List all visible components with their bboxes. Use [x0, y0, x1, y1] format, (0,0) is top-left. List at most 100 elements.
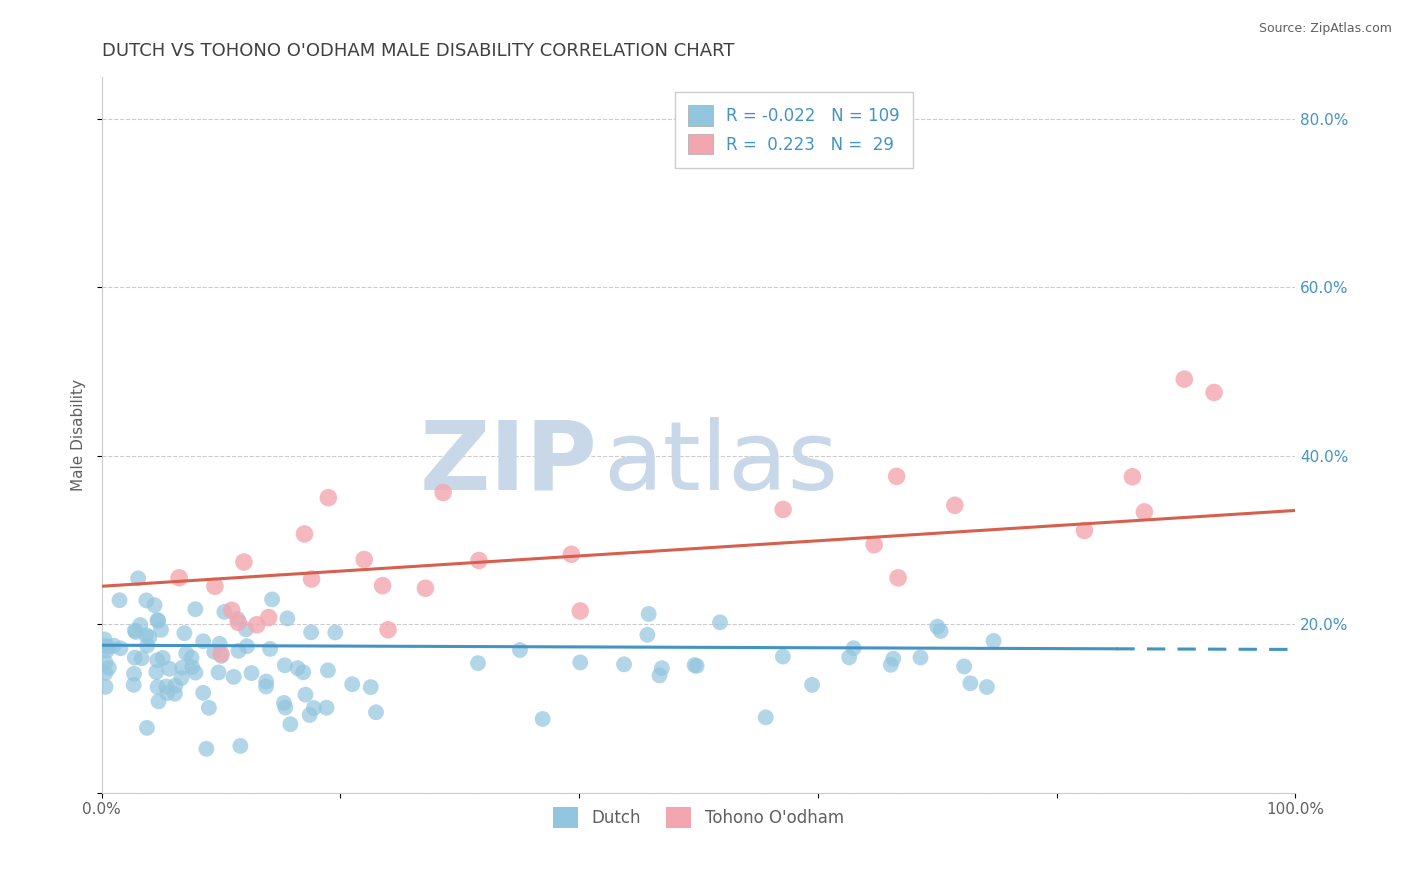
- Point: [131, 651, 153, 665]
- Point: [97, 640, 120, 654]
- Point: [208, 637, 231, 651]
- Point: [1173, 372, 1195, 386]
- Point: [228, 644, 250, 658]
- Point: [377, 623, 399, 637]
- Point: [96, 643, 118, 657]
- Point: [651, 661, 673, 675]
- Point: [146, 614, 169, 628]
- Point: [94, 656, 117, 670]
- Point: [257, 610, 280, 624]
- Point: [170, 671, 193, 685]
- Point: [276, 611, 298, 625]
- Point: [193, 634, 215, 648]
- Point: [648, 668, 671, 682]
- Point: [129, 618, 152, 632]
- Point: [226, 615, 249, 630]
- Point: [254, 680, 277, 694]
- Point: [173, 626, 195, 640]
- Point: [202, 645, 225, 659]
- Point: [180, 650, 202, 665]
- Point: [146, 653, 169, 667]
- Point: [103, 639, 125, 653]
- Point: [174, 646, 197, 660]
- Point: [929, 624, 952, 638]
- Point: [318, 491, 340, 505]
- Point: [302, 701, 325, 715]
- Point: [136, 721, 159, 735]
- Point: [273, 696, 295, 710]
- Point: [155, 680, 177, 694]
- Point: [959, 676, 981, 690]
- Point: [560, 547, 582, 561]
- Point: [226, 612, 249, 626]
- Point: [172, 661, 194, 675]
- Point: [143, 598, 166, 612]
- Point: [1204, 385, 1226, 400]
- Point: [298, 708, 321, 723]
- Point: [94, 680, 117, 694]
- Point: [136, 639, 159, 653]
- Point: [149, 623, 172, 637]
- Point: [165, 679, 187, 693]
- Point: [432, 485, 454, 500]
- Point: [838, 650, 860, 665]
- Point: [209, 647, 232, 661]
- Point: [910, 650, 932, 665]
- Point: [316, 663, 339, 677]
- Point: [207, 665, 229, 680]
- Text: Source: ZipAtlas.com: Source: ZipAtlas.com: [1258, 22, 1392, 36]
- Point: [801, 678, 824, 692]
- Point: [135, 593, 157, 607]
- Point: [127, 571, 149, 585]
- Point: [93, 632, 115, 647]
- Legend: Dutch, Tohono O'odham: Dutch, Tohono O'odham: [547, 801, 851, 834]
- Point: [709, 615, 731, 630]
- Point: [637, 607, 659, 621]
- Point: [772, 502, 794, 516]
- Point: [323, 625, 346, 640]
- Point: [240, 666, 263, 681]
- Point: [148, 694, 170, 708]
- Point: [124, 650, 146, 665]
- Point: [221, 603, 243, 617]
- Point: [569, 604, 592, 618]
- Point: [274, 700, 297, 714]
- Point: [124, 624, 146, 638]
- Point: [214, 605, 236, 619]
- Point: [274, 658, 297, 673]
- Point: [236, 640, 259, 654]
- Point: [156, 686, 179, 700]
- Point: [184, 602, 207, 616]
- Point: [94, 666, 117, 681]
- Point: [509, 643, 531, 657]
- Text: DUTCH VS TOHONO O'ODHAM MALE DISABILITY CORRELATION CHART: DUTCH VS TOHONO O'ODHAM MALE DISABILITY …: [101, 42, 734, 60]
- Point: [259, 642, 281, 657]
- Point: [181, 660, 204, 674]
- Point: [184, 665, 207, 680]
- Text: atlas: atlas: [603, 417, 838, 509]
- Point: [371, 579, 394, 593]
- Point: [1121, 469, 1143, 483]
- Point: [211, 648, 233, 663]
- Point: [138, 630, 160, 644]
- Point: [163, 687, 186, 701]
- Point: [294, 688, 316, 702]
- Point: [887, 571, 910, 585]
- Point: [159, 662, 181, 676]
- Point: [1133, 505, 1156, 519]
- Point: [229, 739, 252, 753]
- Point: [842, 641, 865, 656]
- Point: [299, 625, 322, 640]
- Point: [195, 741, 218, 756]
- Point: [246, 617, 269, 632]
- Point: [125, 624, 148, 639]
- Point: [364, 705, 387, 719]
- Point: [360, 680, 382, 694]
- Point: [198, 701, 221, 715]
- Point: [531, 712, 554, 726]
- Point: [280, 717, 302, 731]
- Point: [953, 659, 976, 673]
- Point: [146, 680, 169, 694]
- Point: [315, 700, 337, 714]
- Y-axis label: Male Disability: Male Disability: [72, 378, 86, 491]
